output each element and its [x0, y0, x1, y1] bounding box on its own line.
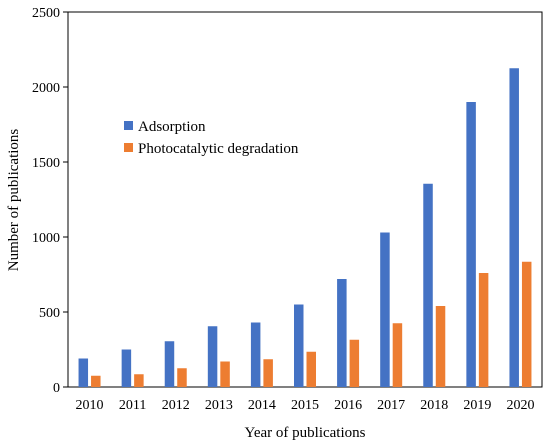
bar-photocatalytic-2017 — [392, 323, 403, 387]
bar-adsorption-2019 — [466, 102, 476, 387]
legend-label-adsorption: Adsorption — [138, 119, 206, 135]
bar-adsorption-2018 — [423, 183, 433, 387]
bar-photocatalytic-2013 — [220, 361, 230, 387]
x-tick-label: 2019 — [463, 398, 491, 413]
y-axis-title: Number of publications — [6, 129, 22, 272]
bar-photocatalytic-2012 — [177, 368, 187, 387]
y-tick-label: 500 — [39, 306, 60, 321]
bar-photocatalytic-2011 — [134, 374, 144, 387]
x-tick-label: 2017 — [377, 398, 405, 413]
x-axis-ticks: 2010 2011 2012 2013 2014 2015 2016 2017 2018 2019… — [76, 398, 535, 413]
x-tick-label: 2013 — [205, 398, 233, 413]
bar-adsorption-2014 — [250, 322, 261, 387]
x-tick-label: 2011 — [119, 398, 146, 413]
bar-photocatalytic-2019 — [478, 273, 489, 387]
x-axis-title: Year of publications — [245, 425, 366, 441]
bar-adsorption-2012 — [164, 341, 175, 387]
y-tick-label: 0 — [53, 381, 60, 396]
x-tick-label: 2014 — [248, 398, 276, 413]
x-tick-label: 2012 — [162, 398, 190, 413]
bar-photocatalytic-2014 — [263, 359, 273, 387]
bar-photocatalytic-2020 — [521, 261, 532, 387]
legend: Adsorption Photocatalytic degradation — [124, 119, 299, 157]
bar-adsorption-2020 — [509, 68, 519, 387]
bar-adsorption-2016 — [337, 279, 347, 387]
y-axis-ticks: 0 500 1000 1500 2000 2500 — [32, 6, 68, 396]
bar-photocatalytic-2018 — [435, 306, 446, 387]
x-tick-label: 2020 — [506, 398, 534, 413]
bar-photocatalytic-2016 — [349, 339, 360, 387]
bar-photocatalytic-2010 — [91, 375, 101, 387]
y-tick-label: 1500 — [32, 156, 60, 171]
x-tick-label: 2015 — [291, 398, 319, 413]
plot-frame — [67, 11, 543, 388]
legend-swatch-adsorption — [124, 121, 133, 130]
y-tick-label: 2500 — [32, 6, 60, 21]
x-tick-label: 2018 — [420, 398, 448, 413]
bar-adsorption-2015 — [294, 304, 304, 387]
x-tick-label: 2016 — [334, 398, 362, 413]
y-tick-label: 1000 — [32, 231, 60, 246]
legend-label-photocatalytic: Photocatalytic degradation — [138, 141, 299, 157]
bar-adsorption-2013 — [207, 326, 218, 387]
bar-adsorption-2017 — [380, 232, 390, 387]
bar-adsorption-2011 — [121, 349, 132, 387]
y-tick-label: 2000 — [32, 81, 60, 96]
bar-photocatalytic-2015 — [306, 351, 316, 387]
bars — [78, 68, 532, 387]
x-tick-label: 2010 — [76, 398, 104, 413]
legend-swatch-photocatalytic — [124, 143, 133, 152]
bar-adsorption-2010 — [78, 358, 89, 387]
